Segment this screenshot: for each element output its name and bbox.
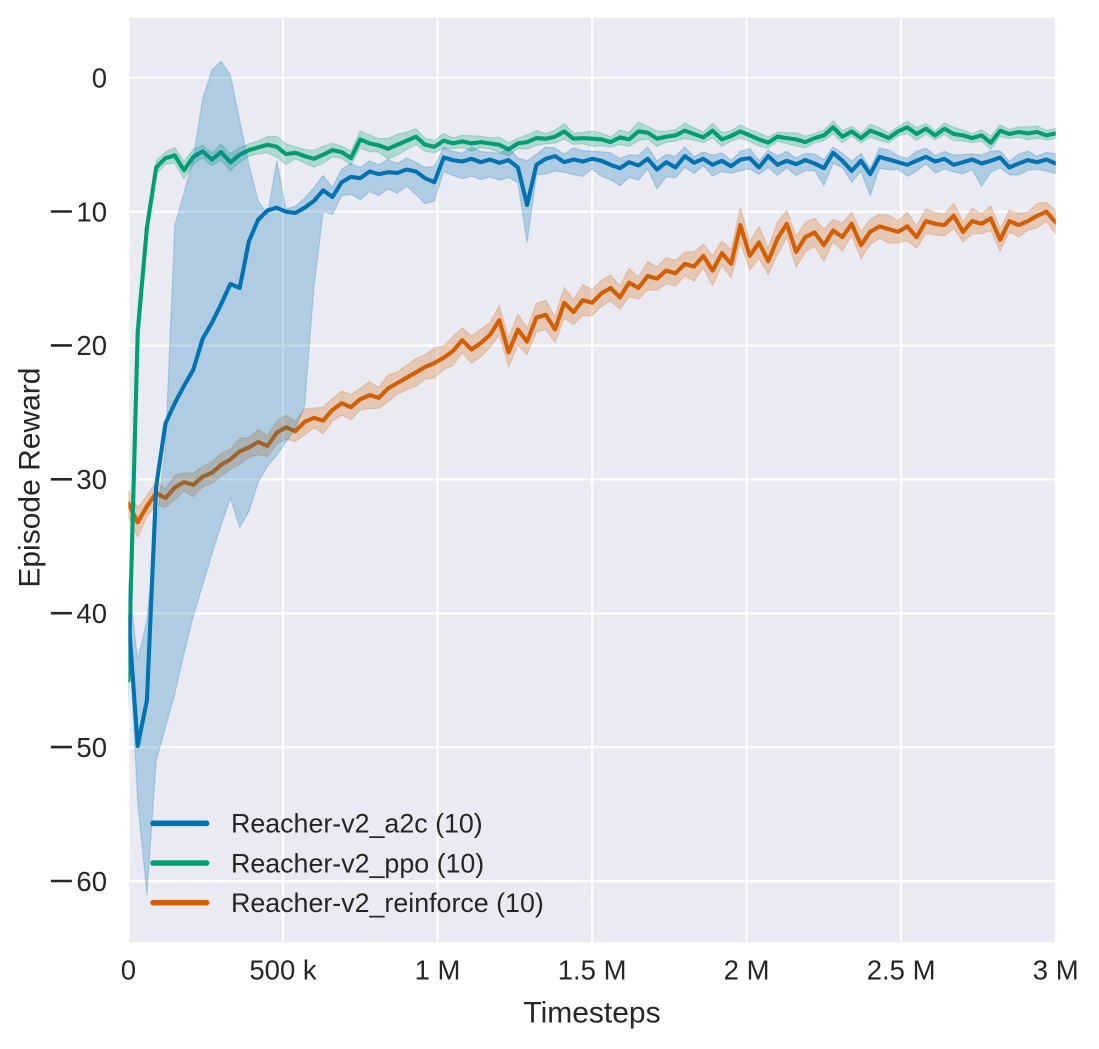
svg-text:40: 40 (76, 598, 107, 629)
svg-text:30: 30 (76, 464, 107, 495)
svg-text:2.5 M: 2.5 M (867, 955, 936, 986)
svg-text:2 M: 2 M (724, 955, 770, 986)
svg-text:1.5 M: 1.5 M (558, 955, 627, 986)
svg-text:10: 10 (76, 196, 107, 227)
svg-text:1 M: 1 M (415, 955, 461, 986)
svg-text:3 M: 3 M (1033, 955, 1079, 986)
svg-text:50: 50 (76, 732, 107, 763)
svg-text:Episode Reward: Episode Reward (14, 368, 47, 588)
svg-text:0: 0 (121, 955, 136, 986)
svg-text:20: 20 (76, 330, 107, 361)
svg-text:Reacher-v2_a2c (10): Reacher-v2_a2c (10) (231, 809, 483, 839)
svg-text:60: 60 (76, 866, 107, 897)
svg-text:Reacher-v2_ppo (10): Reacher-v2_ppo (10) (231, 848, 484, 878)
svg-text:500 k: 500 k (249, 955, 317, 986)
svg-text:0: 0 (92, 62, 107, 93)
svg-text:Timesteps: Timesteps (523, 997, 660, 1030)
svg-text:Reacher-v2_reinforce (10): Reacher-v2_reinforce (10) (231, 888, 544, 918)
